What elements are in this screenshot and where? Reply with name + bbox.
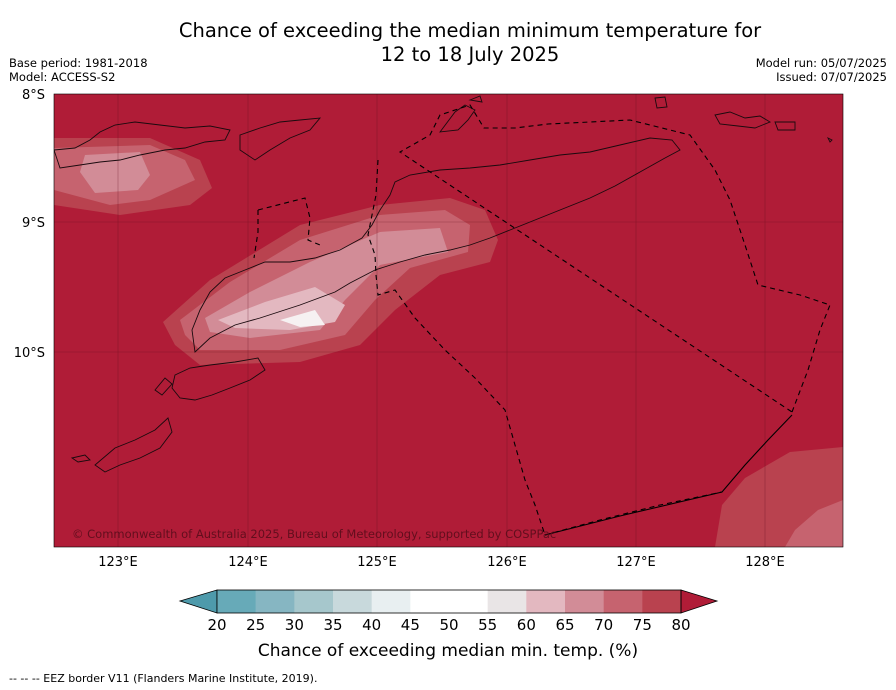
lon-label-127e: 127°E xyxy=(616,555,656,570)
colorbar: 20 25 30 35 40 45 50 55 60 65 70 75 80 xyxy=(178,589,719,634)
model-name: Model: ACCESS-S2 xyxy=(9,70,116,84)
colorbar-segment xyxy=(449,590,488,613)
graticule xyxy=(54,94,843,547)
lon-label-123e: 123°E xyxy=(98,555,138,570)
colorbar-segment xyxy=(642,590,682,613)
coast-wetar xyxy=(439,95,483,133)
lon-label-124e: 124°E xyxy=(228,555,268,570)
eez-solid-segment xyxy=(544,414,793,536)
colorbar-tick-label: 45 xyxy=(401,616,420,634)
eez-footnote: -- -- -- EEZ border V11 (Flanders Marine… xyxy=(9,672,318,685)
colorbar-segment xyxy=(603,590,643,613)
lon-label-128e: 128°E xyxy=(745,555,785,570)
colorbar-tick-label: 25 xyxy=(246,616,265,634)
colorbar-tick-label: 60 xyxy=(517,616,536,634)
base-period: Base period: 1981-2018 xyxy=(9,56,148,70)
colorbar-segment xyxy=(333,590,372,613)
issued-date: Issued: 07/07/2025 xyxy=(776,70,887,84)
lat-label-10s: 10°S xyxy=(14,346,45,361)
coast-flores-alor xyxy=(54,117,322,169)
lat-label-8s: 8°S xyxy=(22,88,45,103)
title-line-1: Chance of exceeding the median minimum t… xyxy=(178,19,762,42)
colorbar-tick-labels: 20 25 30 35 40 45 50 55 60 65 70 75 80 xyxy=(207,616,690,634)
map-frame xyxy=(53,93,844,548)
colorbar-title: Chance of exceeding median min. temp. (%… xyxy=(257,641,639,661)
lon-label-126e: 126°E xyxy=(487,555,527,570)
colorbar-tick-label: 70 xyxy=(594,616,613,634)
lon-label-125e: 125°E xyxy=(357,555,397,570)
model-run: Model run: 05/07/2025 xyxy=(755,56,887,70)
colorbar-segment xyxy=(371,590,411,613)
colorbar-segments xyxy=(217,590,682,613)
colorbar-tick-label: 65 xyxy=(555,616,574,634)
colorbar-over-arrow xyxy=(680,589,719,614)
title-line-2: 12 to 18 July 2025 xyxy=(380,43,560,66)
copyright-text: © Commonwealth of Australia 2025, Bureau… xyxy=(72,527,556,541)
colorbar-tick-label: 55 xyxy=(478,616,497,634)
eez-oecusse xyxy=(253,197,321,259)
colorbar-tick-label: 80 xyxy=(671,616,690,634)
colorbar-frame xyxy=(216,589,682,614)
colorbar-tick-label: 20 xyxy=(207,616,226,634)
colorbar-tick-label: 30 xyxy=(285,616,304,634)
map-title: Chance of exceeding the median minimum t… xyxy=(0,19,896,67)
lat-label-9s: 9°S xyxy=(22,216,45,231)
colorbar-segment xyxy=(217,590,256,613)
colorbar-under-arrow xyxy=(178,589,218,614)
colorbar-segment xyxy=(565,590,604,613)
colorbar-tick-label: 40 xyxy=(362,616,381,634)
colorbar-tick-label: 50 xyxy=(439,616,458,634)
coast-sawu xyxy=(70,417,173,473)
colorbar-tick-label: 35 xyxy=(323,616,342,634)
coast-banda-islands xyxy=(654,96,833,143)
probability-contours xyxy=(54,138,843,547)
colorbar-segment xyxy=(526,590,566,613)
colorbar-tick-label: 75 xyxy=(633,616,652,634)
meta-right: Model run: 05/07/2025 Issued: 07/07/2025 xyxy=(756,56,887,84)
colorbar-segment xyxy=(294,590,334,613)
contour-se-70 xyxy=(785,500,843,547)
coast-timor xyxy=(191,137,681,353)
colorbar-segment xyxy=(410,590,450,613)
colorbar-segment xyxy=(487,590,527,613)
meta-left: Base period: 1981-2018 Model: ACCESS-S2 xyxy=(9,56,148,84)
coastlines xyxy=(54,95,833,473)
colorbar-segment xyxy=(255,590,295,613)
coast-rote-semau xyxy=(154,357,266,401)
contour-central-55 xyxy=(280,310,325,327)
